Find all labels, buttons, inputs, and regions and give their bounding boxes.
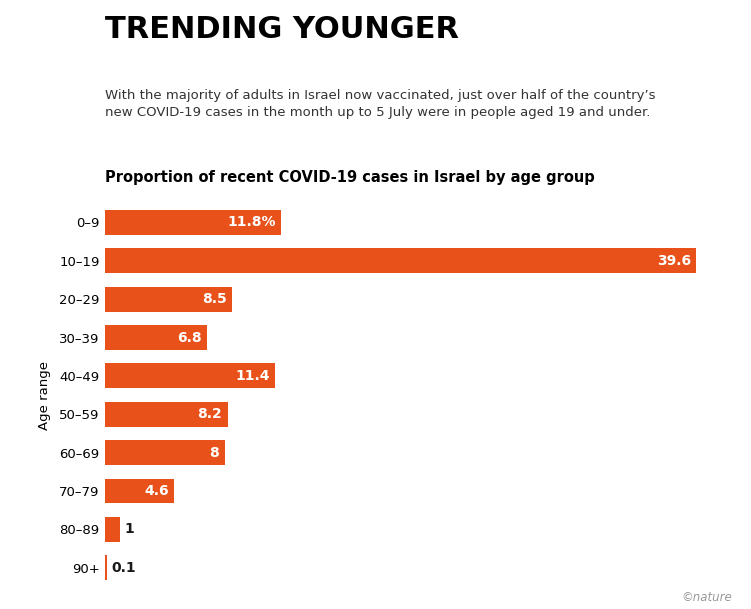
Text: 1: 1 — [125, 523, 134, 537]
Bar — [105, 479, 173, 504]
Bar — [105, 364, 276, 389]
Bar — [105, 325, 207, 350]
Bar — [105, 517, 120, 542]
Bar — [105, 402, 228, 427]
Text: 11.8%: 11.8% — [228, 216, 276, 230]
Bar — [105, 248, 696, 273]
Bar — [105, 210, 282, 235]
Text: With the majority of adults in Israel now vaccinated, just over half of the coun: With the majority of adults in Israel no… — [105, 89, 656, 119]
Text: 39.6: 39.6 — [657, 254, 691, 268]
Text: 6.8: 6.8 — [176, 331, 201, 345]
Text: 8.2: 8.2 — [198, 407, 222, 421]
Text: ©nature: ©nature — [681, 591, 732, 604]
Text: 11.4: 11.4 — [236, 369, 270, 383]
Bar — [105, 287, 232, 312]
Text: 0.1: 0.1 — [111, 561, 136, 575]
Text: TRENDING YOUNGER: TRENDING YOUNGER — [105, 15, 459, 44]
Text: Proportion of recent COVID-19 cases in Israel by age group: Proportion of recent COVID-19 cases in I… — [105, 170, 595, 185]
Bar — [105, 555, 107, 580]
Text: 8: 8 — [210, 446, 219, 460]
Y-axis label: Age range: Age range — [38, 361, 51, 429]
Text: 4.6: 4.6 — [144, 484, 168, 498]
Text: 8.5: 8.5 — [202, 292, 227, 306]
Bar — [105, 440, 225, 465]
